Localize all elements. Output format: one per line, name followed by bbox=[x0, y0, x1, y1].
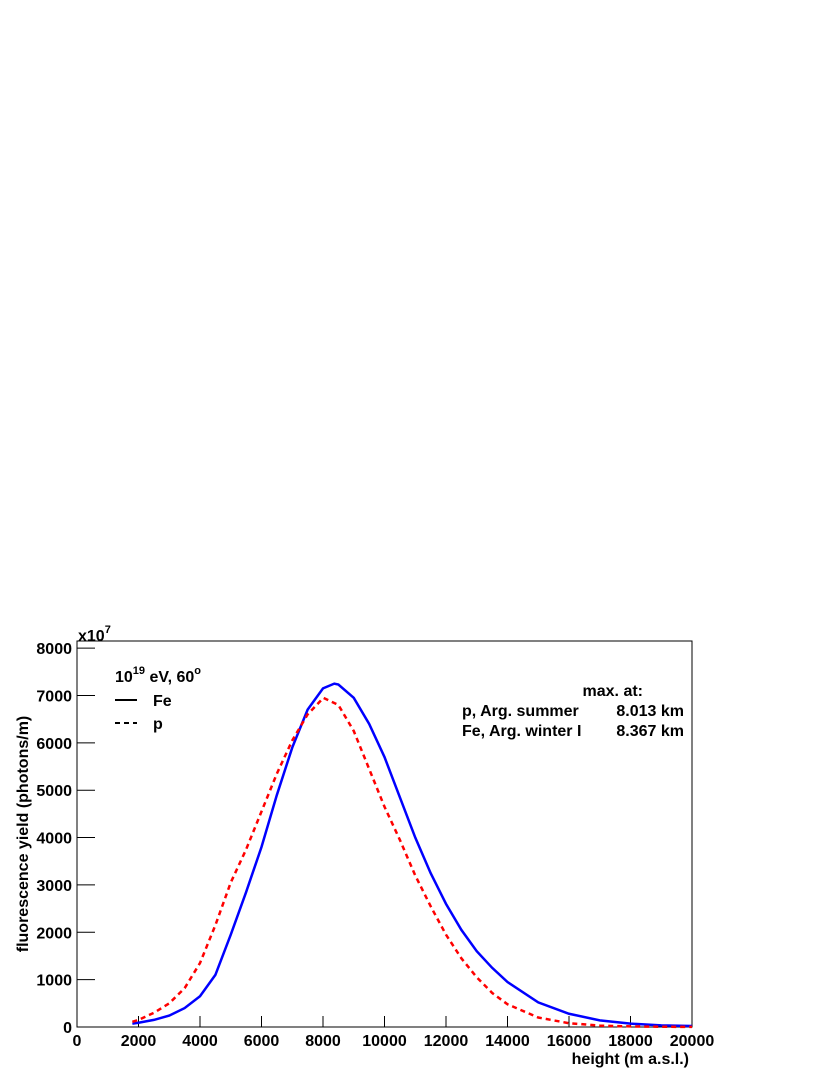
y-tick-label: 5000 bbox=[36, 783, 72, 800]
y-tick-label: 7000 bbox=[36, 688, 72, 705]
y-tick-label: 3000 bbox=[36, 878, 72, 895]
y-tick-label: 8000 bbox=[36, 641, 72, 658]
legend-title-exponent: 19 bbox=[133, 665, 145, 677]
x-tick-label: 10000 bbox=[362, 1033, 407, 1050]
x-tick-label: 14000 bbox=[485, 1033, 530, 1050]
annotation-value: 8.367 km bbox=[616, 723, 684, 740]
x-axis-title: height (m a.s.l.) bbox=[572, 1051, 689, 1068]
x-tick-label: 6000 bbox=[244, 1033, 280, 1050]
multiplier-base: x10 bbox=[78, 628, 105, 645]
annotation-value: 8.013 km bbox=[616, 703, 684, 720]
multiplier: x107 bbox=[78, 624, 111, 645]
x-tick-label: 20000 bbox=[670, 1033, 715, 1050]
annotation-text: Fe, Arg. winter I bbox=[462, 723, 581, 740]
y-tick-label: 1000 bbox=[36, 973, 72, 990]
annotation-text: p, Arg. summer bbox=[462, 703, 579, 720]
x-tick-label: 16000 bbox=[547, 1033, 592, 1050]
x-tick-label: 4000 bbox=[182, 1033, 218, 1050]
x-tick-label: 18000 bbox=[608, 1033, 653, 1050]
x-tick-label: 0 bbox=[73, 1033, 82, 1050]
y-tick-label: 4000 bbox=[36, 831, 72, 848]
series-line bbox=[131, 696, 693, 1029]
y-tick-label: 6000 bbox=[36, 736, 72, 753]
legend-title: 1019 eV, 60o bbox=[115, 665, 201, 686]
legend-title-rest: eV, 60 bbox=[145, 669, 194, 686]
x-tick-label: 12000 bbox=[424, 1033, 469, 1050]
series-line bbox=[132, 682, 693, 1028]
x-tick-label: 2000 bbox=[121, 1033, 157, 1050]
legend-label: p bbox=[153, 716, 163, 733]
y-axis-title: fluorescence yield (photons/m) bbox=[15, 716, 32, 952]
y-tick-label: 0 bbox=[63, 1020, 72, 1037]
annotation-title: max. at: bbox=[583, 683, 643, 700]
multiplier-exponent: 7 bbox=[105, 624, 111, 636]
legend-title-degree: o bbox=[194, 665, 201, 677]
legend-title-base: 10 bbox=[115, 669, 133, 686]
legend-label: Fe bbox=[153, 693, 172, 710]
y-tick-label: 2000 bbox=[36, 925, 72, 942]
x-tick-label: 8000 bbox=[305, 1033, 341, 1050]
